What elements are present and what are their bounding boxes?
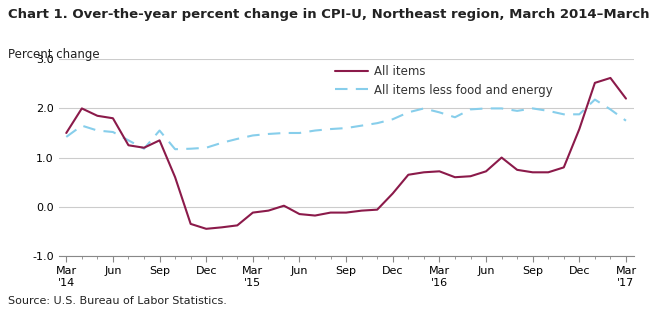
All items [591, 81, 599, 85]
All items [233, 223, 241, 227]
All items less food and energy [389, 117, 396, 121]
All items [451, 175, 459, 179]
All items [622, 97, 630, 100]
All items [280, 204, 288, 207]
Line: All items less food and energy: All items less food and energy [66, 100, 626, 149]
Line: All items: All items [66, 78, 626, 229]
All items less food and energy [436, 110, 443, 114]
All items less food and energy [591, 98, 599, 101]
All items [342, 211, 350, 214]
All items less food and energy [202, 146, 210, 149]
All items [389, 192, 396, 195]
All items [544, 170, 552, 174]
All items [467, 174, 474, 178]
All items [606, 76, 614, 80]
All items less food and energy [544, 109, 552, 113]
All items less food and energy [560, 112, 567, 116]
All items [109, 116, 117, 120]
All items less food and energy [482, 106, 490, 110]
Legend: All items, All items less food and energy: All items, All items less food and energ… [335, 65, 552, 97]
All items less food and energy [358, 124, 365, 128]
All items less food and energy [342, 126, 350, 130]
All items [575, 127, 583, 131]
All items less food and energy [420, 106, 428, 110]
All items [155, 139, 163, 142]
All items less food and energy [140, 147, 148, 151]
All items [265, 209, 272, 212]
Text: Source: U.S. Bureau of Labor Statistics.: Source: U.S. Bureau of Labor Statistics. [8, 296, 227, 306]
All items less food and energy [575, 112, 583, 116]
All items [171, 175, 179, 179]
All items [202, 227, 210, 231]
All items [327, 211, 335, 214]
All items [218, 226, 226, 229]
All items less food and energy [514, 109, 521, 113]
All items less food and energy [296, 131, 304, 135]
All items [125, 144, 133, 147]
All items [373, 208, 381, 212]
All items less food and energy [265, 132, 272, 136]
All items [311, 214, 319, 217]
All items less food and energy [187, 147, 194, 151]
All items less food and energy [233, 137, 241, 141]
All items less food and energy [218, 141, 226, 145]
All items [249, 211, 257, 214]
All items less food and energy [311, 129, 319, 132]
Text: Chart 1. Over-the-year percent change in CPI-U, Northeast region, March 2014–Mar: Chart 1. Over-the-year percent change in… [8, 8, 650, 21]
All items less food and energy [109, 130, 117, 134]
All items less food and energy [467, 108, 474, 111]
All items [436, 169, 443, 173]
All items [529, 170, 537, 174]
All items less food and energy [155, 129, 163, 132]
All items [498, 156, 506, 159]
All items [140, 146, 148, 149]
All items [78, 106, 86, 110]
All items [62, 131, 70, 135]
All items less food and energy [125, 139, 133, 142]
All items less food and energy [451, 115, 459, 119]
All items [94, 114, 101, 118]
All items less food and energy [622, 119, 630, 123]
All items less food and energy [529, 106, 537, 110]
All items [358, 209, 365, 212]
All items less food and energy [606, 108, 614, 111]
Text: Percent change: Percent change [8, 48, 99, 61]
All items less food and energy [94, 129, 101, 132]
All items less food and energy [171, 147, 179, 151]
All items less food and energy [404, 110, 412, 114]
All items [296, 212, 304, 216]
All items [404, 173, 412, 177]
All items less food and energy [62, 135, 70, 139]
All items less food and energy [498, 106, 506, 110]
All items less food and energy [327, 127, 335, 131]
All items [187, 222, 194, 226]
All items [482, 169, 490, 173]
All items [514, 168, 521, 172]
All items less food and energy [78, 124, 86, 128]
All items [560, 165, 567, 169]
All items [420, 170, 428, 174]
All items less food and energy [249, 134, 257, 137]
All items less food and energy [280, 131, 288, 135]
All items less food and energy [373, 121, 381, 125]
